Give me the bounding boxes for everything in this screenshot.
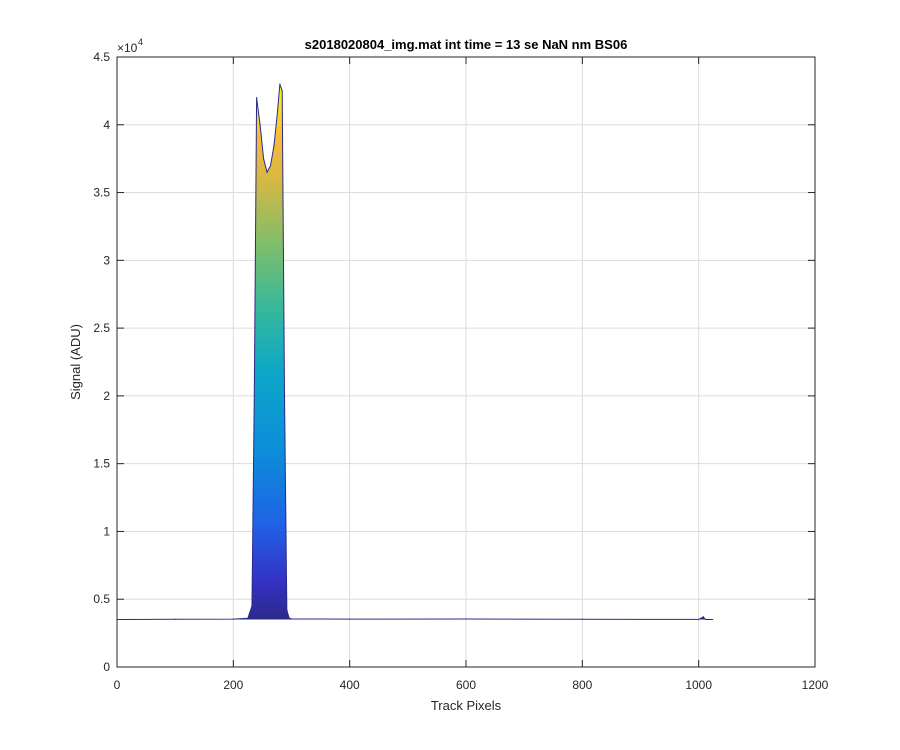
y-tick-label: 4 <box>103 118 110 132</box>
series-0-point <box>281 90 283 92</box>
series-layer <box>117 83 714 621</box>
series-0-point <box>259 124 261 126</box>
series-0-point <box>276 110 279 112</box>
series-0-point <box>232 618 234 620</box>
series-0-point <box>273 144 275 146</box>
y-tick-label: 2 <box>103 389 110 403</box>
series-0-point <box>247 617 249 619</box>
series-0-point <box>712 618 714 621</box>
series-0-point <box>266 171 268 173</box>
y-tick-label: 1.5 <box>93 457 110 471</box>
series-0-point <box>262 158 265 160</box>
series-0-line <box>117 83 713 621</box>
y-tick-label: 0.5 <box>93 592 110 606</box>
series-0-point <box>251 605 253 607</box>
series-0-point <box>174 618 176 620</box>
y-tick-label: 4.5 <box>93 50 110 64</box>
chart-title: s2018020804_img.mat int time = 13 se NaN… <box>305 37 628 52</box>
series-0-point <box>256 97 258 99</box>
y-axis-label: Signal (ADU) <box>68 324 83 400</box>
series-0-point <box>705 618 707 621</box>
y-tick-label: 1 <box>103 524 110 538</box>
series-0-surface <box>117 84 713 620</box>
series-0-point <box>349 618 351 620</box>
y-exponent-power: 4 <box>138 37 143 47</box>
y-tick-label: 2.5 <box>93 321 110 335</box>
x-tick-label: 600 <box>456 678 476 692</box>
x-tick-label: 0 <box>114 678 121 692</box>
x-tick-label: 1000 <box>685 678 712 692</box>
ticks: 0 200 400 600 800 1000 1200 0 0.5 1 1.5 2 2.5 3 3.5 4 4.… <box>93 50 828 692</box>
series-0-point <box>286 609 288 611</box>
series-0-point <box>269 164 272 167</box>
y-exponent-multiplier: ×10 <box>117 41 138 55</box>
y-tick-label: 3 <box>103 253 110 267</box>
series-0-point <box>283 395 286 397</box>
series-0-point <box>253 395 255 397</box>
series-0-point <box>581 618 583 620</box>
x-tick-label: 400 <box>340 678 360 692</box>
series-0-point <box>288 617 290 619</box>
series-0-point <box>702 616 704 618</box>
y-tick-label: 0 <box>103 660 110 674</box>
series-0-point <box>290 618 293 620</box>
series-0-point <box>698 618 700 621</box>
grid <box>117 57 815 667</box>
series-0-point <box>465 618 467 620</box>
x-axis-label: Track Pixels <box>431 698 502 713</box>
series-0-point <box>279 83 281 85</box>
x-tick-label: 1200 <box>802 678 829 692</box>
y-tick-label: 3.5 <box>93 186 110 200</box>
x-tick-label: 200 <box>223 678 243 692</box>
x-tick-label: 800 <box>572 678 592 692</box>
